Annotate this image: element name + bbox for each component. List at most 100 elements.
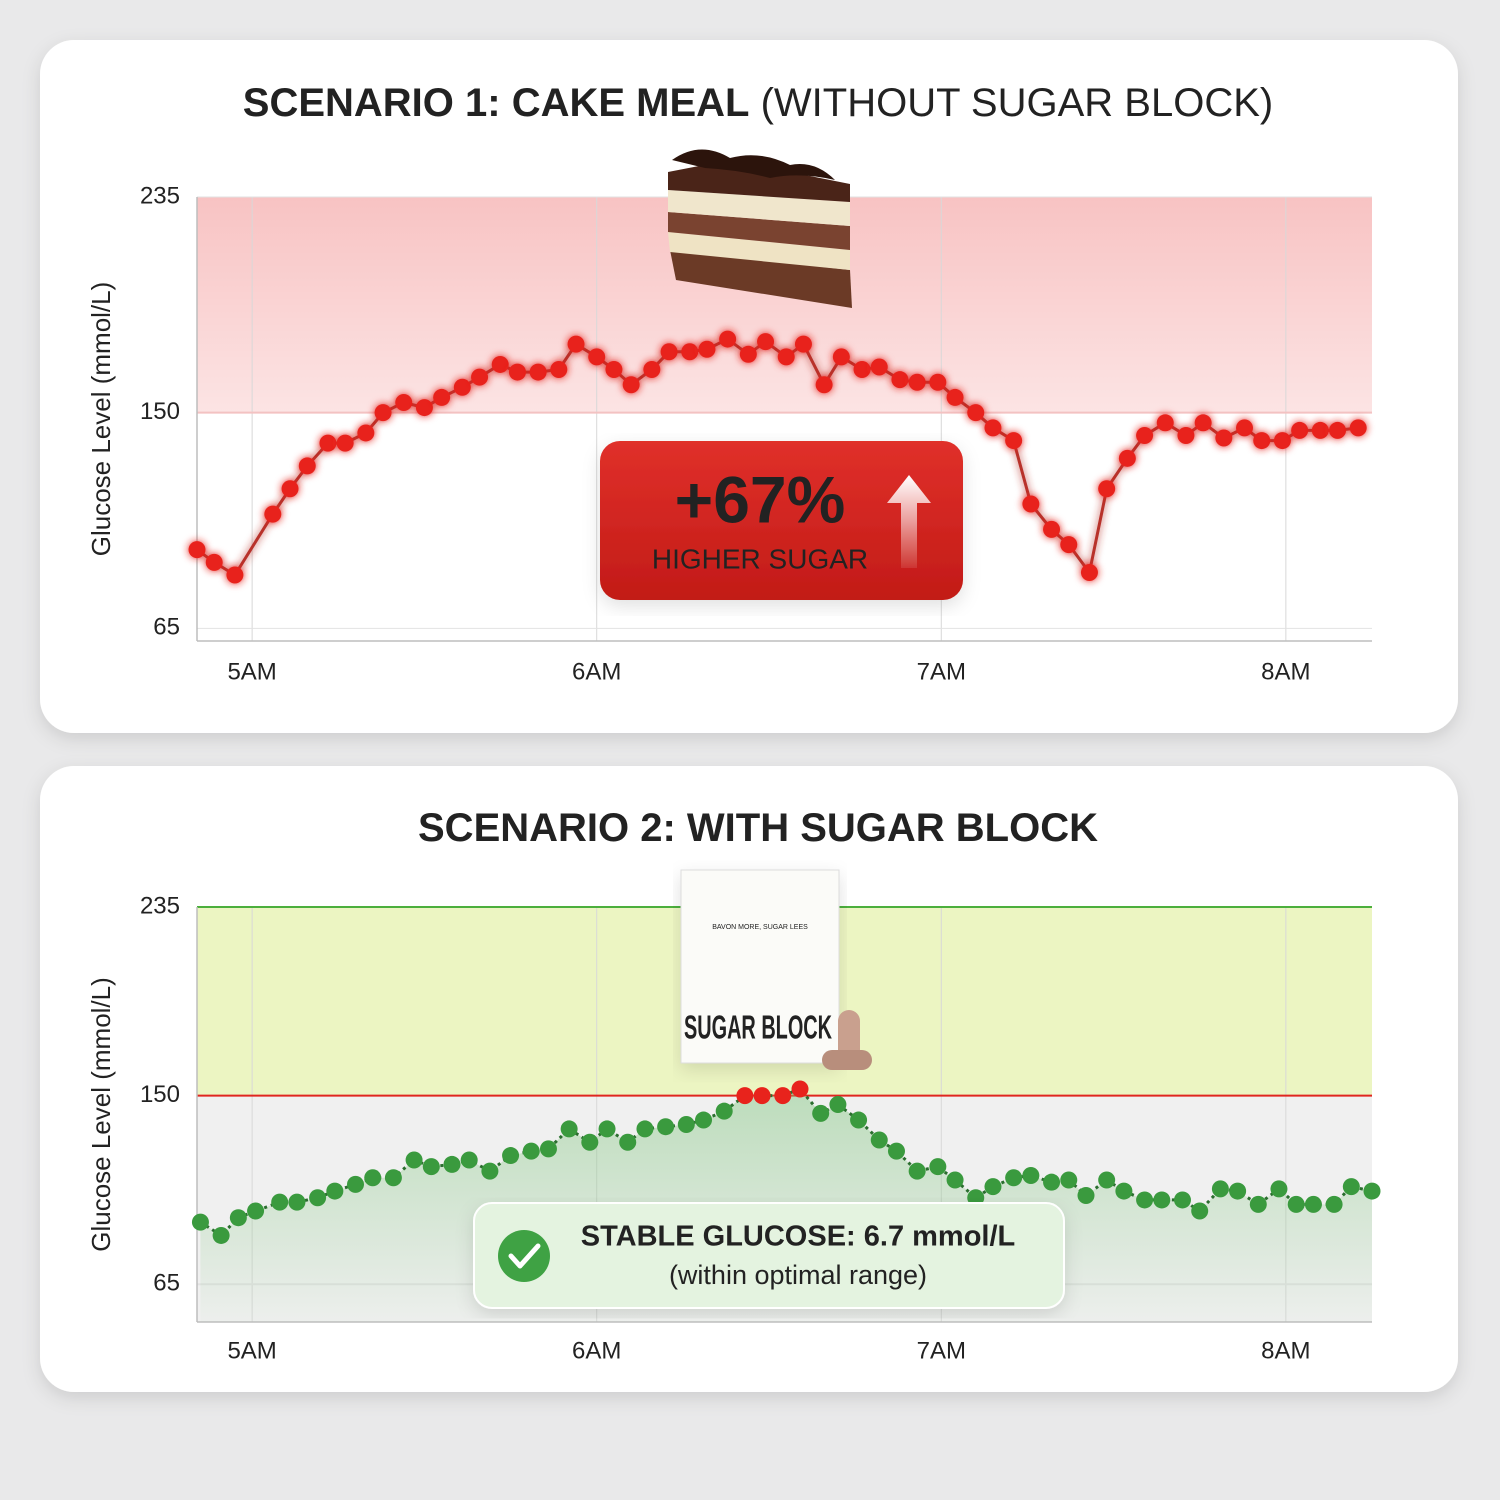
data-point: [433, 388, 451, 406]
data-point: [422, 1158, 440, 1176]
cake-cream: [668, 232, 850, 270]
cake-base: [670, 250, 852, 308]
data-point: [1236, 419, 1254, 437]
product-box: BAVON MORE, SUGAR LEES SUGAR BLOCK: [680, 869, 872, 1070]
data-point: [1098, 1171, 1116, 1189]
data-point: [622, 376, 640, 394]
data-point: [739, 345, 757, 363]
data-point: [1153, 1191, 1171, 1209]
capsule: [822, 1050, 872, 1070]
check-icon: [498, 1230, 550, 1282]
cake-illustration: [668, 149, 852, 308]
data-point: [384, 1169, 402, 1187]
data-point: [1136, 426, 1154, 444]
data-point: [870, 358, 888, 376]
x-tick-label: 7AM: [917, 1337, 966, 1364]
product-name: SUGAR BLOCK: [684, 1009, 832, 1046]
data-point: [443, 1155, 461, 1173]
annotation: +67% HIGHER SUGAR: [600, 441, 963, 600]
data-point: [374, 404, 392, 422]
x-tick-label: 7AM: [917, 658, 966, 685]
data-point: [777, 348, 795, 366]
y-tick-label: 235: [140, 182, 180, 209]
data-point: [357, 424, 375, 442]
data-point: [1060, 536, 1078, 554]
box: [680, 869, 840, 1064]
data-point: [288, 1193, 306, 1211]
y-tick-label: 150: [140, 1081, 180, 1108]
data-point: [326, 1182, 344, 1200]
title-main: SCENARIO 1: CAKE MEAL: [243, 81, 750, 125]
chart-title: SCENARIO 1: CAKE MEAL (WITHOUT SUGAR BLO…: [243, 81, 1273, 125]
data-point: [281, 480, 299, 498]
data-point: [581, 1133, 599, 1151]
data-point: [660, 343, 678, 361]
data-point: [774, 1087, 792, 1105]
chart-card: SCENARIO 2: WITH SUGAR BLOCK 5AM 6AM 7AM 8AM…: [40, 766, 1458, 1392]
data-point: [636, 1120, 654, 1138]
data-point: [681, 343, 699, 361]
data-point: [929, 1158, 947, 1176]
data-point: [1177, 426, 1195, 444]
data-point: [984, 419, 1002, 437]
title-sub: (WITHOUT SUGAR BLOCK): [761, 81, 1274, 125]
data-point: [598, 1120, 616, 1138]
data-point: [405, 1151, 423, 1169]
data-point: [188, 541, 206, 559]
data-point: [1211, 1180, 1229, 1198]
data-point: [319, 434, 337, 452]
data-point: [567, 335, 585, 353]
data-point: [560, 1120, 578, 1138]
data-point: [736, 1087, 754, 1105]
data-point: [453, 378, 471, 396]
y-axis-label: Glucose Level (mmol/L): [86, 282, 116, 557]
data-point: [1304, 1195, 1322, 1213]
data-point: [657, 1118, 675, 1136]
annotation-headline: +67%: [675, 462, 846, 536]
y-tick-label: 65: [153, 1270, 180, 1297]
data-point: [908, 373, 926, 391]
data-point: [1270, 1180, 1288, 1198]
data-point: [481, 1162, 499, 1180]
annotation: STABLE GLUCOSE: 6.7 mmol/L (within optima…: [473, 1202, 1065, 1309]
annotation-headline: STABLE GLUCOSE: 6.7 mmol/L: [581, 1221, 1016, 1253]
data-point: [1022, 1167, 1040, 1185]
data-point: [298, 457, 316, 475]
data-point: [395, 394, 413, 412]
annotation-caption: HIGHER SUGAR: [652, 543, 868, 574]
data-point: [605, 361, 623, 379]
data-point: [1329, 421, 1347, 439]
data-point: [1287, 1195, 1305, 1213]
data-point: [588, 348, 606, 366]
data-point: [887, 1142, 905, 1160]
y-tick-label: 150: [140, 398, 180, 425]
data-point: [1115, 1182, 1133, 1200]
data-point: [829, 1096, 847, 1114]
data-point: [815, 376, 833, 394]
data-point: [946, 388, 964, 406]
data-point: [1311, 421, 1329, 439]
title-main: SCENARIO 2: WITH SUGAR BLOCK: [418, 806, 1098, 850]
chart-title: SCENARIO 2: WITH SUGAR BLOCK: [418, 806, 1098, 850]
data-point: [929, 373, 947, 391]
data-point: [812, 1104, 830, 1122]
data-point: [191, 1213, 209, 1231]
annotation-box: [473, 1202, 1065, 1309]
data-point: [870, 1131, 888, 1149]
data-point: [1080, 563, 1098, 581]
y-tick-label: 235: [140, 892, 180, 919]
y-axis-label: Glucose Level (mmol/L): [86, 977, 116, 1252]
data-point: [1249, 1195, 1267, 1213]
product-tagline: BAVON MORE, SUGAR LEES: [712, 924, 808, 931]
data-point: [791, 1080, 809, 1098]
x-tick-label: 8AM: [1261, 658, 1310, 685]
x-tick-label: 8AM: [1261, 1337, 1310, 1364]
data-point: [1005, 432, 1023, 450]
data-point: [1349, 419, 1367, 437]
data-point: [205, 553, 223, 571]
data-point: [1253, 432, 1271, 450]
data-point: [1215, 429, 1233, 447]
data-point: [1194, 414, 1212, 432]
data-point: [502, 1147, 520, 1165]
